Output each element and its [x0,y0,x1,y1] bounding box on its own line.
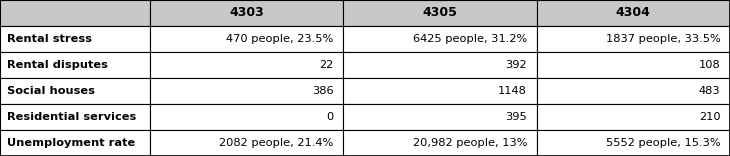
Text: 20,982 people, 13%: 20,982 people, 13% [412,138,527,148]
Bar [537,26,730,52]
Text: Residential services: Residential services [7,112,137,122]
Bar [0,130,150,156]
Bar [0,78,150,104]
Text: 0: 0 [326,112,334,122]
Bar [343,0,537,26]
Bar [150,52,343,78]
Text: 210: 210 [699,112,721,122]
Bar [150,104,343,130]
Bar [0,0,150,26]
Bar [150,130,343,156]
Text: 386: 386 [312,86,334,96]
Bar [343,78,537,104]
Text: Unemployment rate: Unemployment rate [7,138,136,148]
Text: 108: 108 [699,60,721,70]
Text: Rental disputes: Rental disputes [7,60,108,70]
Text: 395: 395 [505,112,527,122]
Text: Social houses: Social houses [7,86,95,96]
Bar [537,52,730,78]
Text: 4303: 4303 [229,7,264,20]
Text: 392: 392 [505,60,527,70]
Bar [537,104,730,130]
Text: 2082 people, 21.4%: 2082 people, 21.4% [219,138,334,148]
Bar [343,26,537,52]
Text: 1837 people, 33.5%: 1837 people, 33.5% [606,34,721,44]
Text: 483: 483 [699,86,721,96]
Bar [0,52,150,78]
Bar [150,78,343,104]
Bar [537,0,730,26]
Text: 4304: 4304 [616,7,650,20]
Bar [150,26,343,52]
Text: 470 people, 23.5%: 470 people, 23.5% [226,34,334,44]
Text: 1148: 1148 [498,86,527,96]
Text: 4305: 4305 [423,7,457,20]
Text: 6425 people, 31.2%: 6425 people, 31.2% [412,34,527,44]
Bar [150,0,343,26]
Bar [0,26,150,52]
Text: Rental stress: Rental stress [7,34,92,44]
Bar [537,130,730,156]
Bar [343,104,537,130]
Bar [343,52,537,78]
Bar [537,78,730,104]
Bar [343,130,537,156]
Text: 5552 people, 15.3%: 5552 people, 15.3% [606,138,721,148]
Bar [0,104,150,130]
Text: 22: 22 [319,60,334,70]
